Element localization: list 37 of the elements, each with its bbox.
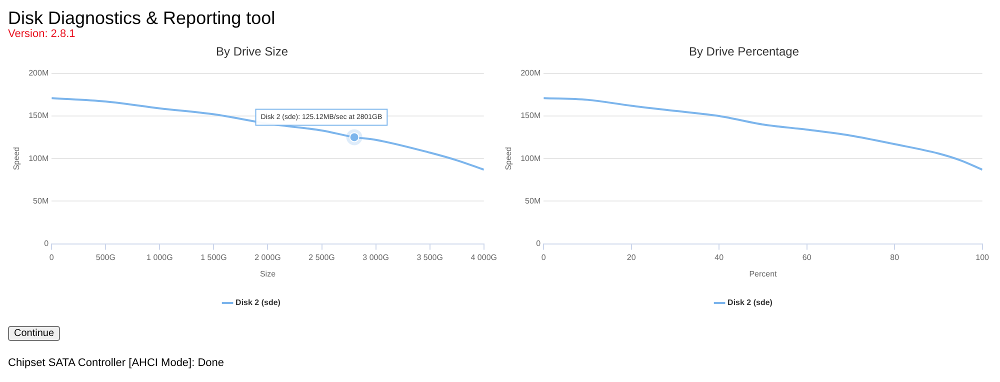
y-tick-label: 200M (28, 68, 49, 78)
y-tick-label: 0 (536, 239, 542, 248)
y-axis-title: Speed (504, 147, 514, 170)
y-tick-label: 200M (520, 68, 541, 78)
x-tick-label: 500G (96, 252, 116, 262)
x-tick-label: 4 000G (470, 252, 498, 262)
x-tick-label: 80 (890, 252, 900, 262)
legend-label: Disk 2 (sde) (236, 298, 281, 308)
x-tick-label: 40 (714, 252, 724, 262)
y-tick-label: 0 (44, 239, 50, 248)
x-tick-label: 3 000G (362, 252, 389, 262)
text: Continue (8, 326, 60, 341)
x-tick-label: 3 500G (416, 252, 443, 262)
line-series (544, 97, 982, 171)
x-tick-label: 100 (976, 252, 990, 262)
chart-title: By Drive Percentage (688, 44, 800, 59)
y-tick-label: 50M (33, 196, 49, 206)
x-axis-title: Percent (749, 269, 778, 278)
x-tick-label: 1 500G (200, 252, 227, 262)
chart-title: By Drive Size (216, 44, 288, 59)
y-tick-label: 100M (28, 154, 49, 163)
x-tick-label: 20 (626, 252, 636, 262)
x-tick-label: 60 (802, 252, 812, 262)
y-tick-label: 50M (525, 196, 541, 206)
y-tick-label: 100M (520, 154, 541, 163)
legend-label: Disk 2 (sde) (728, 298, 773, 308)
y-tick-label: 150M (28, 111, 49, 120)
x-axis-title: Size (260, 269, 276, 278)
text: Chipset SATA Controller [AHCI Mode]: Done (8, 357, 226, 369)
x-tick-label: 1 000G (146, 252, 173, 262)
y-tick-label: 150M (520, 111, 541, 120)
line-series (52, 97, 484, 171)
text: Disk Diagnostics & Reporting tool (8, 8, 276, 28)
x-tick-label: 2 000G (254, 252, 281, 262)
x-tick-label: 2 500G (308, 252, 335, 262)
y-axis-title: Speed (12, 147, 22, 170)
text: Version: 2.8.1 (8, 28, 76, 41)
